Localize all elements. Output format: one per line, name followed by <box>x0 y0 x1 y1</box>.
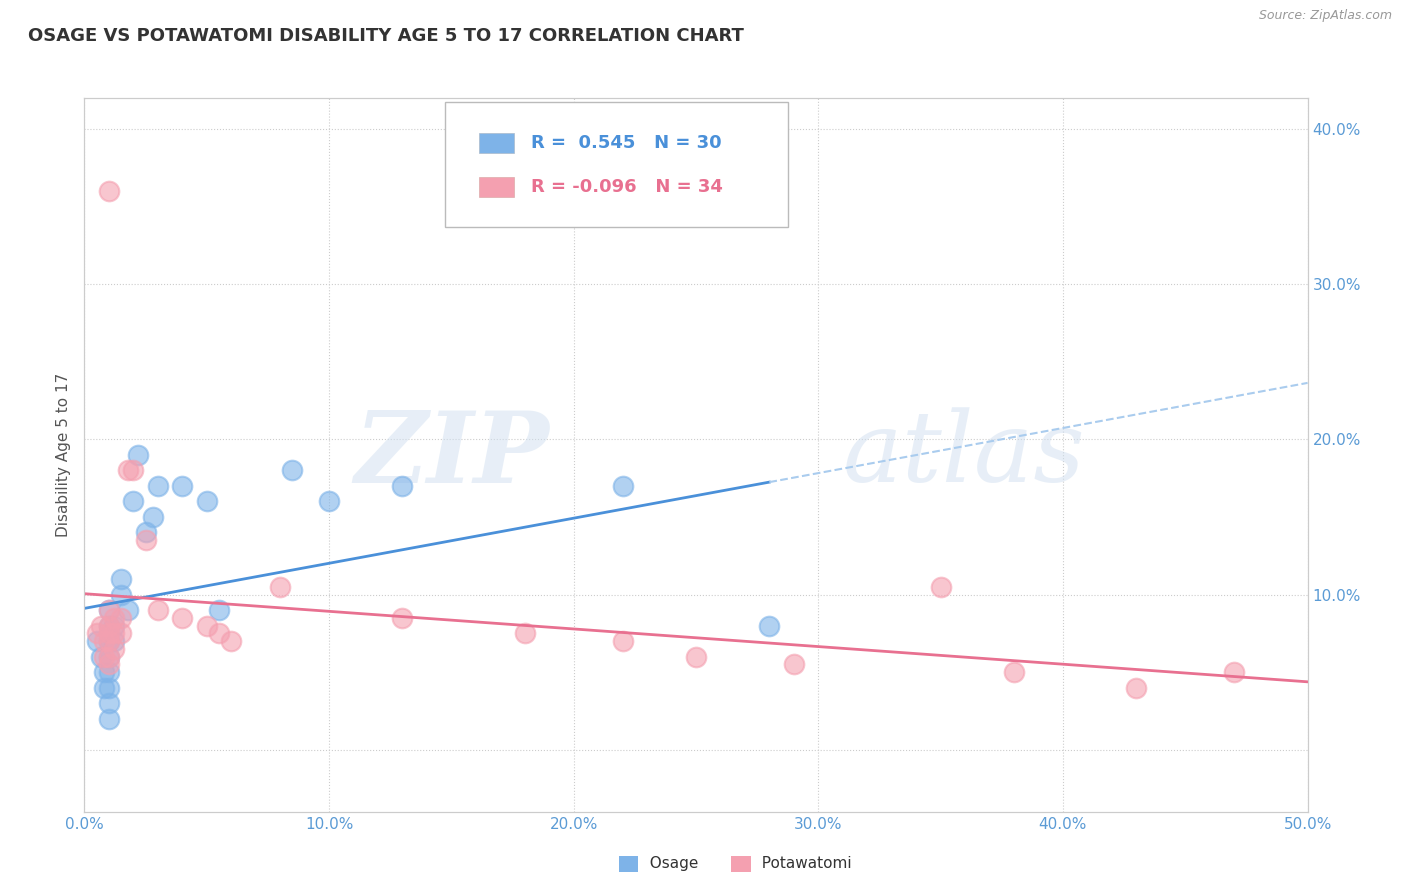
Point <box>97 665 120 679</box>
Text: Potawatomi: Potawatomi <box>752 856 852 871</box>
Point <box>783 657 806 672</box>
Point <box>103 618 125 632</box>
Y-axis label: Disability Age 5 to 17: Disability Age 5 to 17 <box>56 373 72 537</box>
Text: ZIP: ZIP <box>354 407 550 503</box>
Bar <box>479 178 513 197</box>
Point <box>103 626 125 640</box>
Point <box>513 626 536 640</box>
Point <box>97 618 120 632</box>
Point <box>269 580 291 594</box>
Point <box>97 184 120 198</box>
Point <box>110 572 132 586</box>
Point <box>97 618 120 632</box>
Point <box>93 665 115 679</box>
Point <box>117 463 139 477</box>
Point <box>685 649 707 664</box>
Point <box>110 626 132 640</box>
Point <box>208 603 231 617</box>
Point <box>281 463 304 477</box>
Point <box>318 494 340 508</box>
Point <box>97 603 120 617</box>
FancyBboxPatch shape <box>446 102 787 227</box>
Point <box>142 510 165 524</box>
Point <box>929 580 952 594</box>
Text: atlas: atlas <box>842 408 1085 502</box>
Point <box>219 634 242 648</box>
Point <box>97 634 120 648</box>
Point <box>97 649 120 664</box>
Point <box>172 611 194 625</box>
Text: R =  0.545   N = 30: R = 0.545 N = 30 <box>531 134 721 152</box>
Point <box>122 494 145 508</box>
Point <box>110 588 132 602</box>
Point <box>172 479 194 493</box>
Point <box>93 681 115 695</box>
Text: R = -0.096   N = 34: R = -0.096 N = 34 <box>531 178 723 196</box>
Point <box>135 533 157 548</box>
Point <box>758 618 780 632</box>
Point <box>97 657 120 672</box>
Point <box>86 634 108 648</box>
Point <box>103 611 125 625</box>
Bar <box>619 856 638 872</box>
Point <box>97 712 120 726</box>
Point <box>97 696 120 710</box>
Point <box>1125 681 1147 695</box>
Text: OSAGE VS POTAWATOMI DISABILITY AGE 5 TO 17 CORRELATION CHART: OSAGE VS POTAWATOMI DISABILITY AGE 5 TO … <box>28 27 744 45</box>
Point <box>90 618 112 632</box>
Bar <box>731 856 751 872</box>
Point <box>1002 665 1025 679</box>
Point <box>93 649 115 664</box>
Point <box>117 603 139 617</box>
Text: Source: ZipAtlas.com: Source: ZipAtlas.com <box>1258 9 1392 22</box>
Point <box>208 626 231 640</box>
Point <box>127 448 149 462</box>
Point <box>90 649 112 664</box>
Point <box>391 611 413 625</box>
Point <box>612 634 634 648</box>
Point <box>97 634 120 648</box>
Point <box>195 494 218 508</box>
Point <box>110 611 132 625</box>
Point <box>97 626 120 640</box>
Point <box>146 603 169 617</box>
Point <box>86 626 108 640</box>
Point <box>146 479 169 493</box>
Text: Osage: Osage <box>640 856 699 871</box>
Point <box>97 649 120 664</box>
Bar <box>479 133 513 153</box>
Point <box>103 641 125 656</box>
Point <box>391 479 413 493</box>
Point <box>1223 665 1246 679</box>
Point <box>195 618 218 632</box>
Point <box>135 525 157 540</box>
Point <box>612 479 634 493</box>
Point <box>122 463 145 477</box>
Point <box>93 634 115 648</box>
Point <box>97 603 120 617</box>
Point <box>97 681 120 695</box>
Point <box>103 634 125 648</box>
